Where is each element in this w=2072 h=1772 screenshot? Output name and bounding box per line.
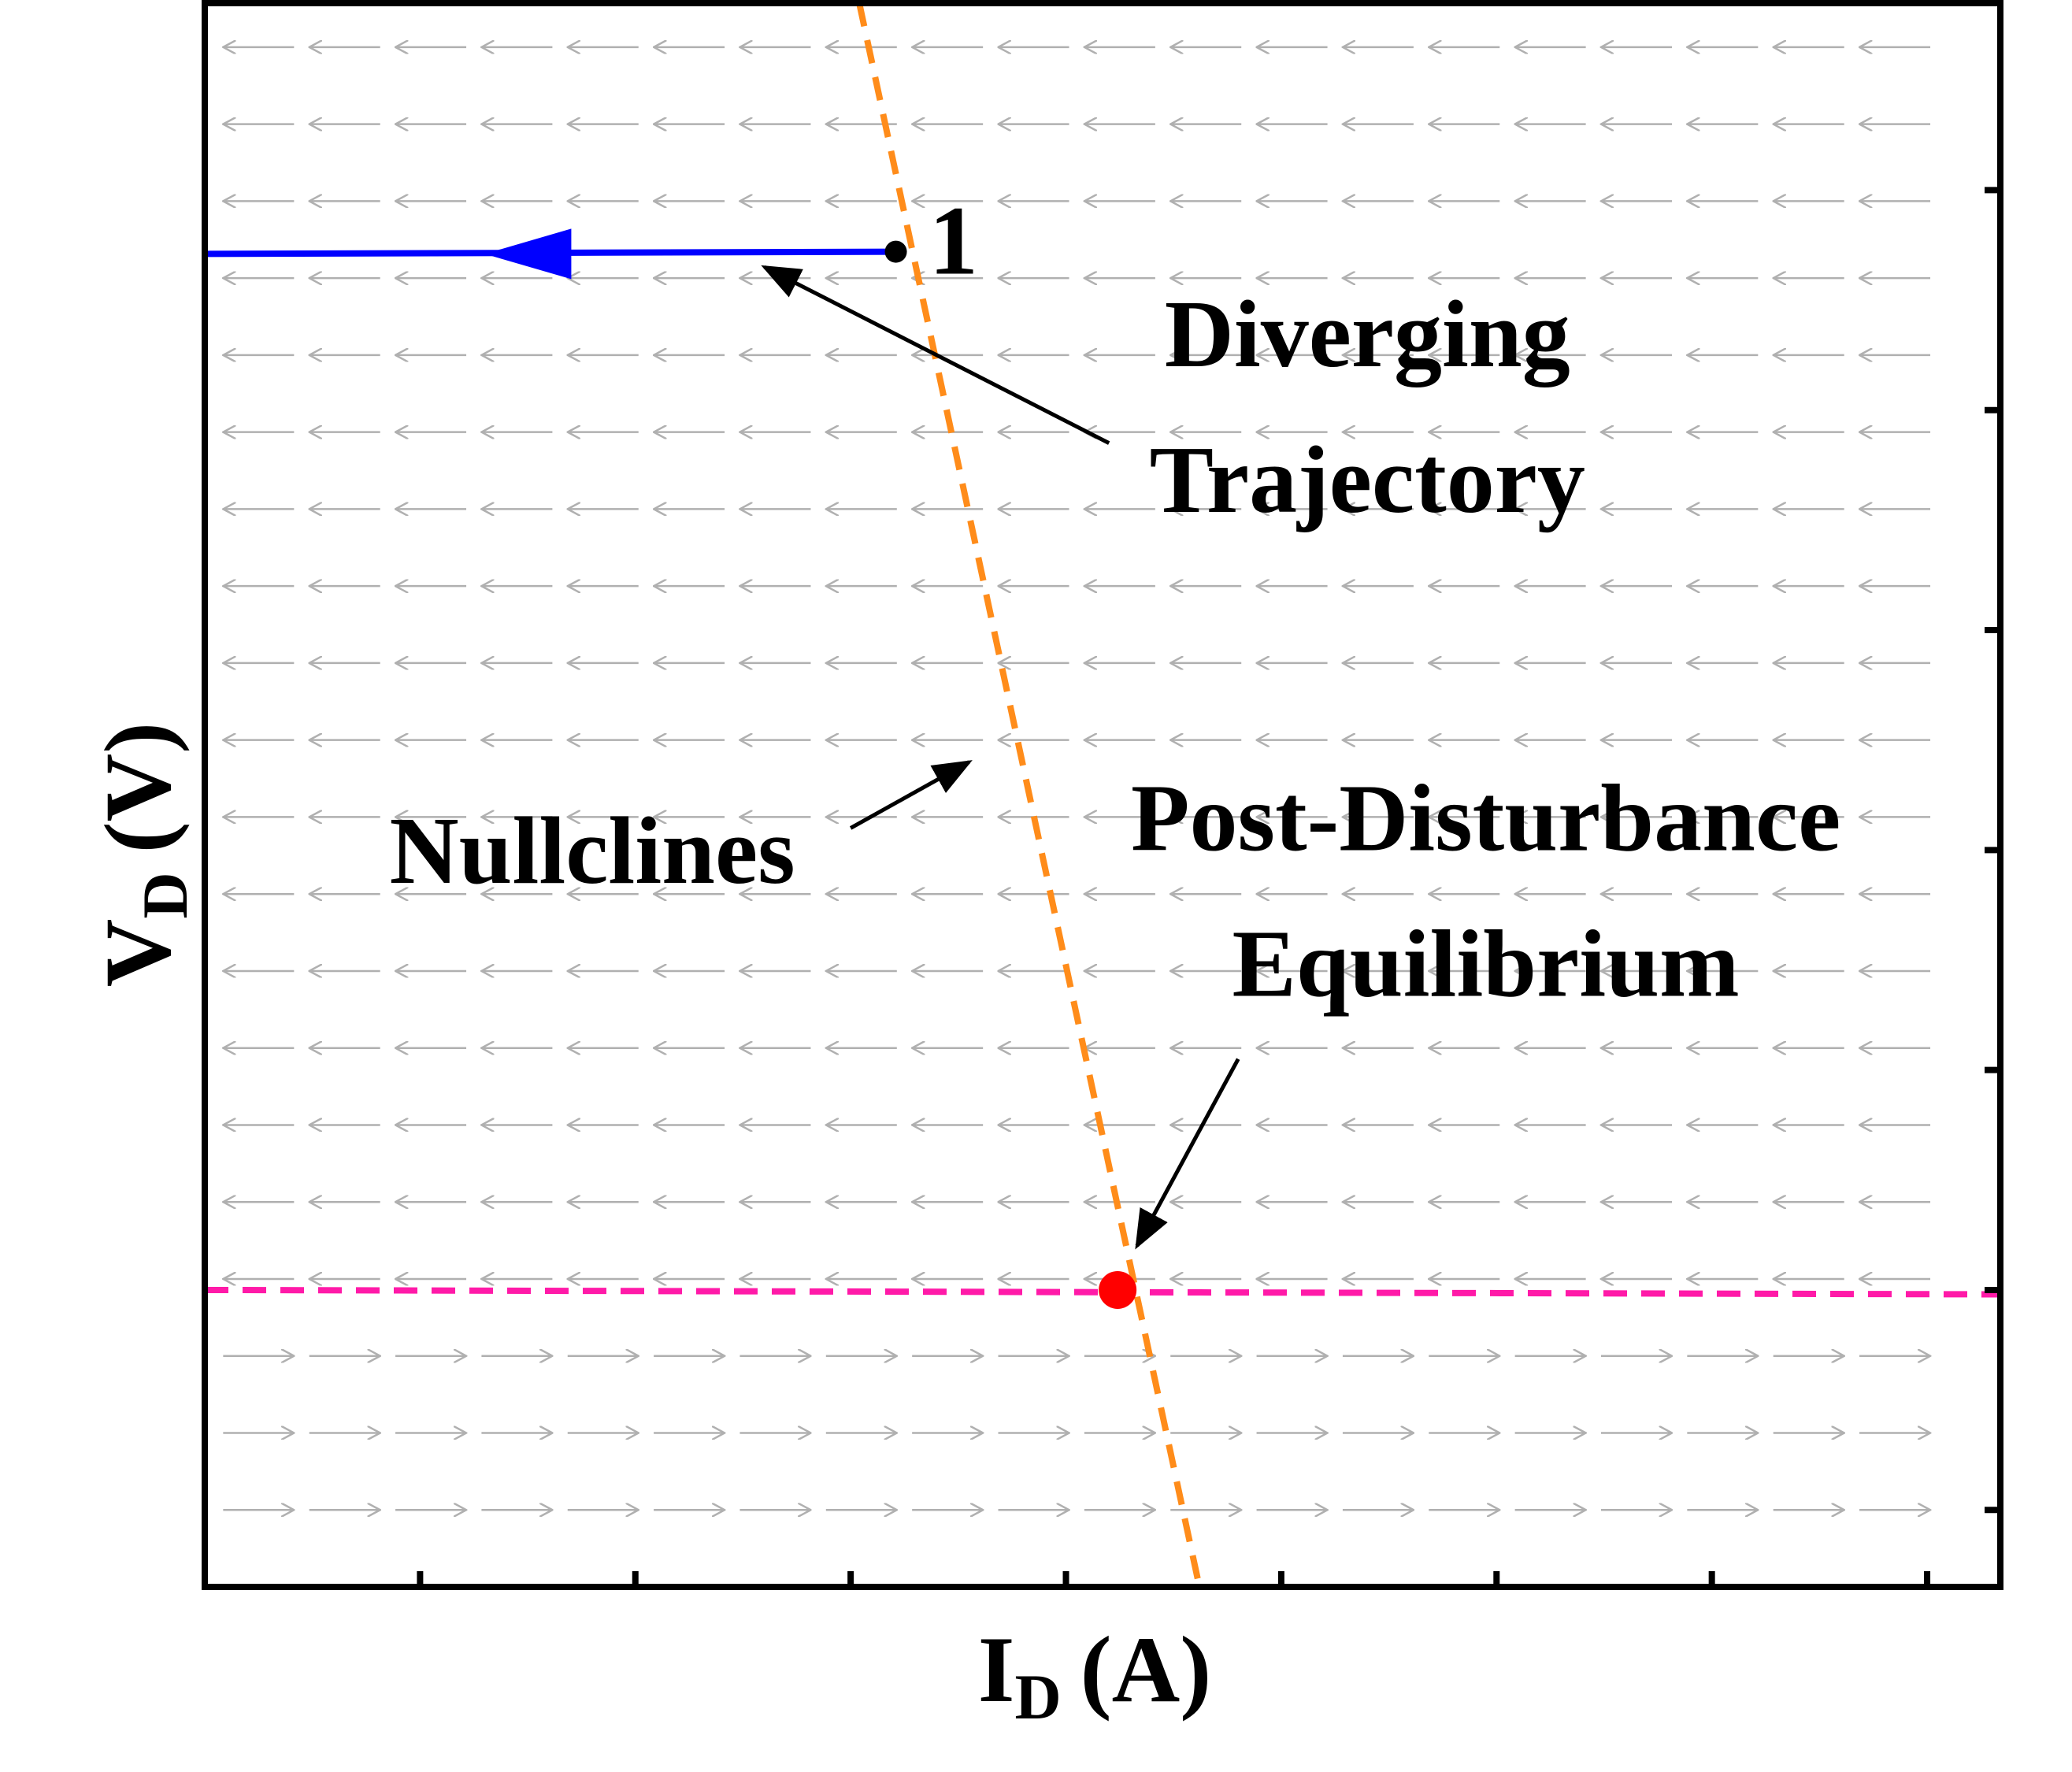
y-axis-label: VD (V): [85, 722, 201, 987]
y-axis-label-sub: D: [129, 872, 201, 918]
diverging-annotation-text: Trajectory: [1150, 427, 1585, 533]
initial-point: [884, 240, 907, 263]
diverging-annotation-text: Diverging: [1165, 281, 1570, 387]
plot-frame: [202, 0, 2003, 1590]
vector-field: [223, 47, 1930, 1510]
annotations-layer: Diverging Trajectory Nullclines Post-Distur…: [390, 265, 1840, 1250]
nullclines-annotation-arrow: [849, 760, 973, 830]
points-layer: 1: [884, 187, 1137, 1309]
equilibrium-annotation-arrow: [1135, 1058, 1240, 1250]
equilibrium-annotation-text: Equilibrium: [1232, 910, 1740, 1017]
y-axis-label-unit: (V): [85, 722, 190, 854]
x-axis-label-sub: D: [1014, 1661, 1061, 1733]
x-axis-label-unit: (A): [1080, 1617, 1212, 1722]
x-axis-label: ID (A): [978, 1617, 1212, 1733]
trajectory-line: [202, 248, 896, 1587]
initial-point-label: 1: [929, 187, 979, 296]
axis-ticks: [417, 187, 2000, 1587]
y-axis-label-main: V: [85, 919, 190, 988]
equilibrium-annotation-text: Post-Disturbance: [1131, 765, 1840, 871]
diverging-annotation-arrow: [761, 265, 1110, 445]
nullclines-annotation-text: Nullclines: [390, 798, 795, 904]
x-axis-label-main: I: [978, 1617, 1015, 1722]
nullcline-2-line: [204, 1286, 2001, 1298]
equilibrium-point: [1099, 1270, 1137, 1309]
nullcline-1-line: [856, 2, 1203, 1588]
trajectory-direction-arrow: [484, 228, 572, 280]
